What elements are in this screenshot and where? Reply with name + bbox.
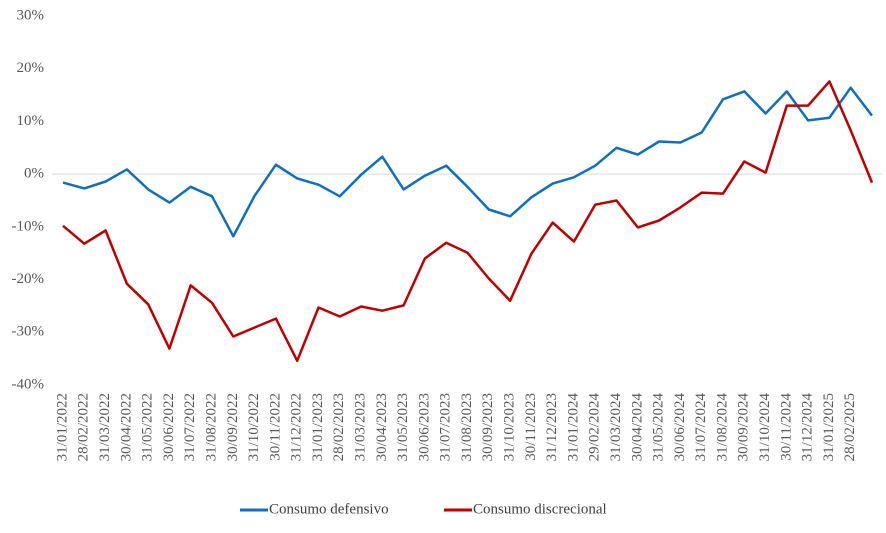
x-tick-label: 31/08/2023 [459,393,475,461]
x-tick-label: 31/05/2022 [140,393,156,461]
y-tick-label: 30% [17,7,45,23]
x-tick-label: 31/05/2023 [395,393,411,461]
x-tick-label: 30/11/2024 [778,393,794,461]
x-tick-label: 30/09/2023 [480,393,496,461]
x-tick-label: 31/10/2023 [502,393,518,461]
series-line [62,80,874,363]
x-tick-label: 31/07/2022 [182,393,198,461]
x-tick-label: 31/03/2024 [608,393,624,462]
x-tick-label: 31/07/2023 [438,393,454,461]
x-tick-label: 28/02/2022 [76,393,92,461]
x-tick-label: 29/02/2024 [587,393,603,462]
x-tick-label: 31/10/2024 [757,393,773,462]
y-tick-label: 10% [17,113,45,129]
x-tick-label: 30/04/2024 [629,393,645,462]
x-tick-label: 31/08/2024 [714,393,730,462]
y-tick-label: -30% [12,324,45,340]
y-tick-label: -10% [12,218,45,234]
y-tick-label: 20% [17,60,45,76]
y-tick-label: 0% [24,166,44,182]
legend-label: Consumo discrecional [473,501,607,517]
x-tick-label: 31/01/2022 [54,393,70,461]
y-tick-label: -40% [12,376,45,392]
x-tick-label: 30/09/2024 [736,393,752,462]
x-tick-label: 30/09/2022 [225,393,241,461]
x-tick-label: 31/08/2022 [203,393,219,461]
x-tick-label: 31/05/2024 [651,393,667,462]
x-tick-label: 30/04/2023 [374,393,390,461]
x-tick-label: 31/03/2022 [97,393,113,461]
y-tick-label: -20% [12,271,45,287]
x-tick-label: 30/04/2022 [118,393,134,461]
x-tick-label: 31/10/2022 [246,393,262,461]
x-tick-label: 31/12/2024 [800,393,816,462]
legend-label: Consumo defensivo [269,501,389,517]
x-tick-label: 30/06/2022 [161,393,177,461]
x-tick-label: 30/11/2022 [267,393,283,461]
x-tick-label: 30/06/2023 [416,393,432,461]
series-line [62,86,873,238]
x-tick-label: 31/01/2025 [821,393,837,461]
x-tick-label: 28/02/2023 [331,393,347,461]
x-tick-label: 30/06/2024 [672,393,688,462]
x-tick-label: 31/01/2023 [310,393,326,461]
x-tick-label: 31/03/2023 [352,393,368,461]
x-tick-label: 31/12/2023 [544,393,560,461]
x-tick-label: 28/02/2025 [842,393,858,461]
x-tick-label: 31/12/2022 [289,393,305,461]
x-tick-label: 31/01/2024 [565,393,581,462]
x-tick-label: 30/11/2023 [523,393,539,461]
x-tick-label: 31/07/2024 [693,393,709,462]
